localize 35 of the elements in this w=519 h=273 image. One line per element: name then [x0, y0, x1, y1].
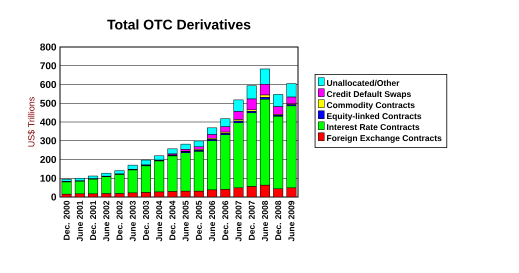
x-tick-label: June 2006 — [209, 200, 216, 242]
y-tick-label: 400 — [40, 118, 56, 126]
x-tick-label: Dec. 2004 — [169, 200, 176, 240]
x-tick-label: June 2002 — [103, 200, 110, 242]
x-tick-label: Dec. 2001 — [90, 200, 96, 240]
y-tick-label: 300 — [40, 137, 56, 144]
y-tick-label: 200 — [40, 156, 56, 164]
legend-label: Unallocated/Other — [327, 80, 400, 86]
x-tick-label: June 2008 — [262, 200, 268, 242]
y-tick-label: 600 — [40, 80, 56, 88]
x-tick-label: Dec. 2008 — [275, 200, 282, 240]
legend-label: Credit Default Swaps — [326, 90, 411, 99]
y-tick-label: 800 — [40, 43, 56, 51]
x-tick-label: Dec. 2000 — [64, 200, 70, 240]
x-tick-label: Dec. 2002 — [116, 200, 122, 240]
x-tick-label: June 2004 — [156, 200, 162, 242]
x-tick-label: June 2005 — [182, 200, 189, 242]
y-tick-label: 700 — [40, 62, 56, 70]
chart-title: Total OTC Derivatives — [107, 19, 250, 30]
x-tick-label: Dec. 2006 — [222, 200, 228, 240]
x-tick-label: Dec. 2003 — [142, 200, 149, 240]
x-tick-label: June 2009 — [288, 200, 294, 242]
x-tick-label: June 2001 — [76, 200, 83, 242]
x-tick-label: June 2003 — [130, 200, 136, 242]
legend-label: Equity-linked Contracts — [327, 112, 422, 121]
legend-label: Commodity Contracts — [326, 102, 415, 110]
y-axis-title: US$ Trillions — [28, 97, 36, 147]
legend-label: Foreign Exchange Contracts — [327, 134, 442, 143]
legend-label: Interest Rate Contracts — [327, 124, 420, 130]
x-tick-label: Dec. 2007 — [248, 200, 255, 240]
y-tick-label: 500 — [40, 100, 56, 107]
x-tick-label: Dec. 2005 — [196, 200, 202, 240]
y-tick-label: 0 — [51, 193, 56, 201]
y-tick-label: 100 — [40, 174, 56, 182]
x-tick-label: June 2007 — [236, 200, 242, 242]
